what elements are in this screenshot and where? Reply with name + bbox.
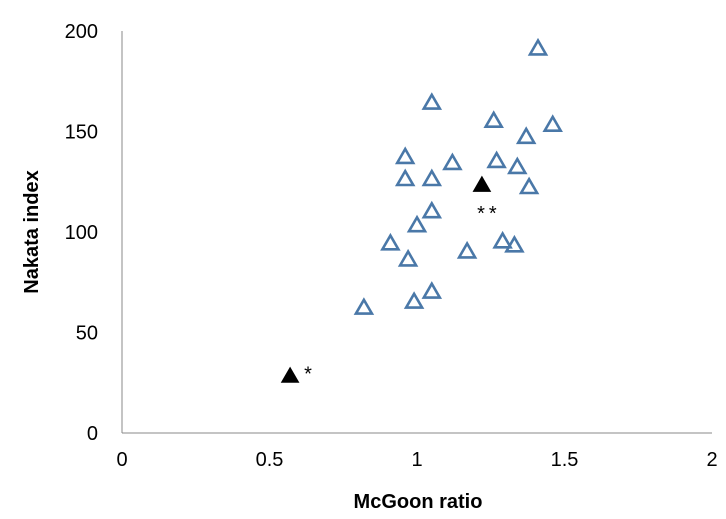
filled-triangle-point (472, 175, 492, 192)
open-triangle-point (527, 37, 549, 56)
open-triangle-point (394, 168, 416, 187)
open-triangle-point (456, 240, 478, 259)
x-tick-label: 0.5 (256, 449, 284, 471)
open-triangle-point (403, 291, 425, 309)
axes (121, 31, 712, 434)
x-tick-label: 1 (411, 449, 422, 471)
open-triangle-point (421, 168, 443, 187)
open-triangle-point (353, 297, 375, 315)
x-tick-labels: 0 0.5 1 1.5 2 (116, 449, 717, 471)
open-triangle-point (486, 150, 507, 169)
x-tick-label: 2 (706, 449, 717, 471)
x-tick-label: 1.5 (551, 449, 579, 471)
open-triangle-point (515, 126, 537, 145)
open-triangle-point (394, 146, 416, 165)
filled-triangle-point (280, 366, 300, 383)
open-triangle-point (442, 152, 463, 171)
open-triangle-point (421, 92, 443, 110)
open-triangle-point (518, 176, 540, 195)
point-annotation: * (304, 364, 312, 386)
open-triangle-point (380, 232, 401, 251)
y-tick-label: 150 (65, 122, 98, 144)
open-triangle-point (504, 234, 525, 253)
open-triangle-point (542, 114, 563, 132)
y-tick-label: 50 (76, 323, 98, 345)
x-axis-title: McGoon ratio (354, 491, 483, 513)
open-triangle-point (397, 248, 419, 267)
y-axis-title: Nakata index (21, 170, 43, 293)
data-points: *** (280, 37, 563, 386)
open-triangle-point (406, 214, 428, 233)
open-triangle-point (421, 281, 443, 299)
open-triangle-point (507, 156, 528, 175)
open-triangle-point (483, 110, 504, 128)
y-tick-label: 200 (65, 21, 98, 43)
y-tick-labels: 0 50 100 150 200 (65, 21, 98, 445)
y-tick-label: 0 (87, 423, 98, 445)
point-annotation: ** (477, 203, 501, 225)
open-triangle-point (492, 230, 513, 249)
x-tick-label: 0 (116, 449, 127, 471)
y-tick-label: 100 (65, 222, 98, 244)
open-triangle-point (421, 200, 443, 219)
